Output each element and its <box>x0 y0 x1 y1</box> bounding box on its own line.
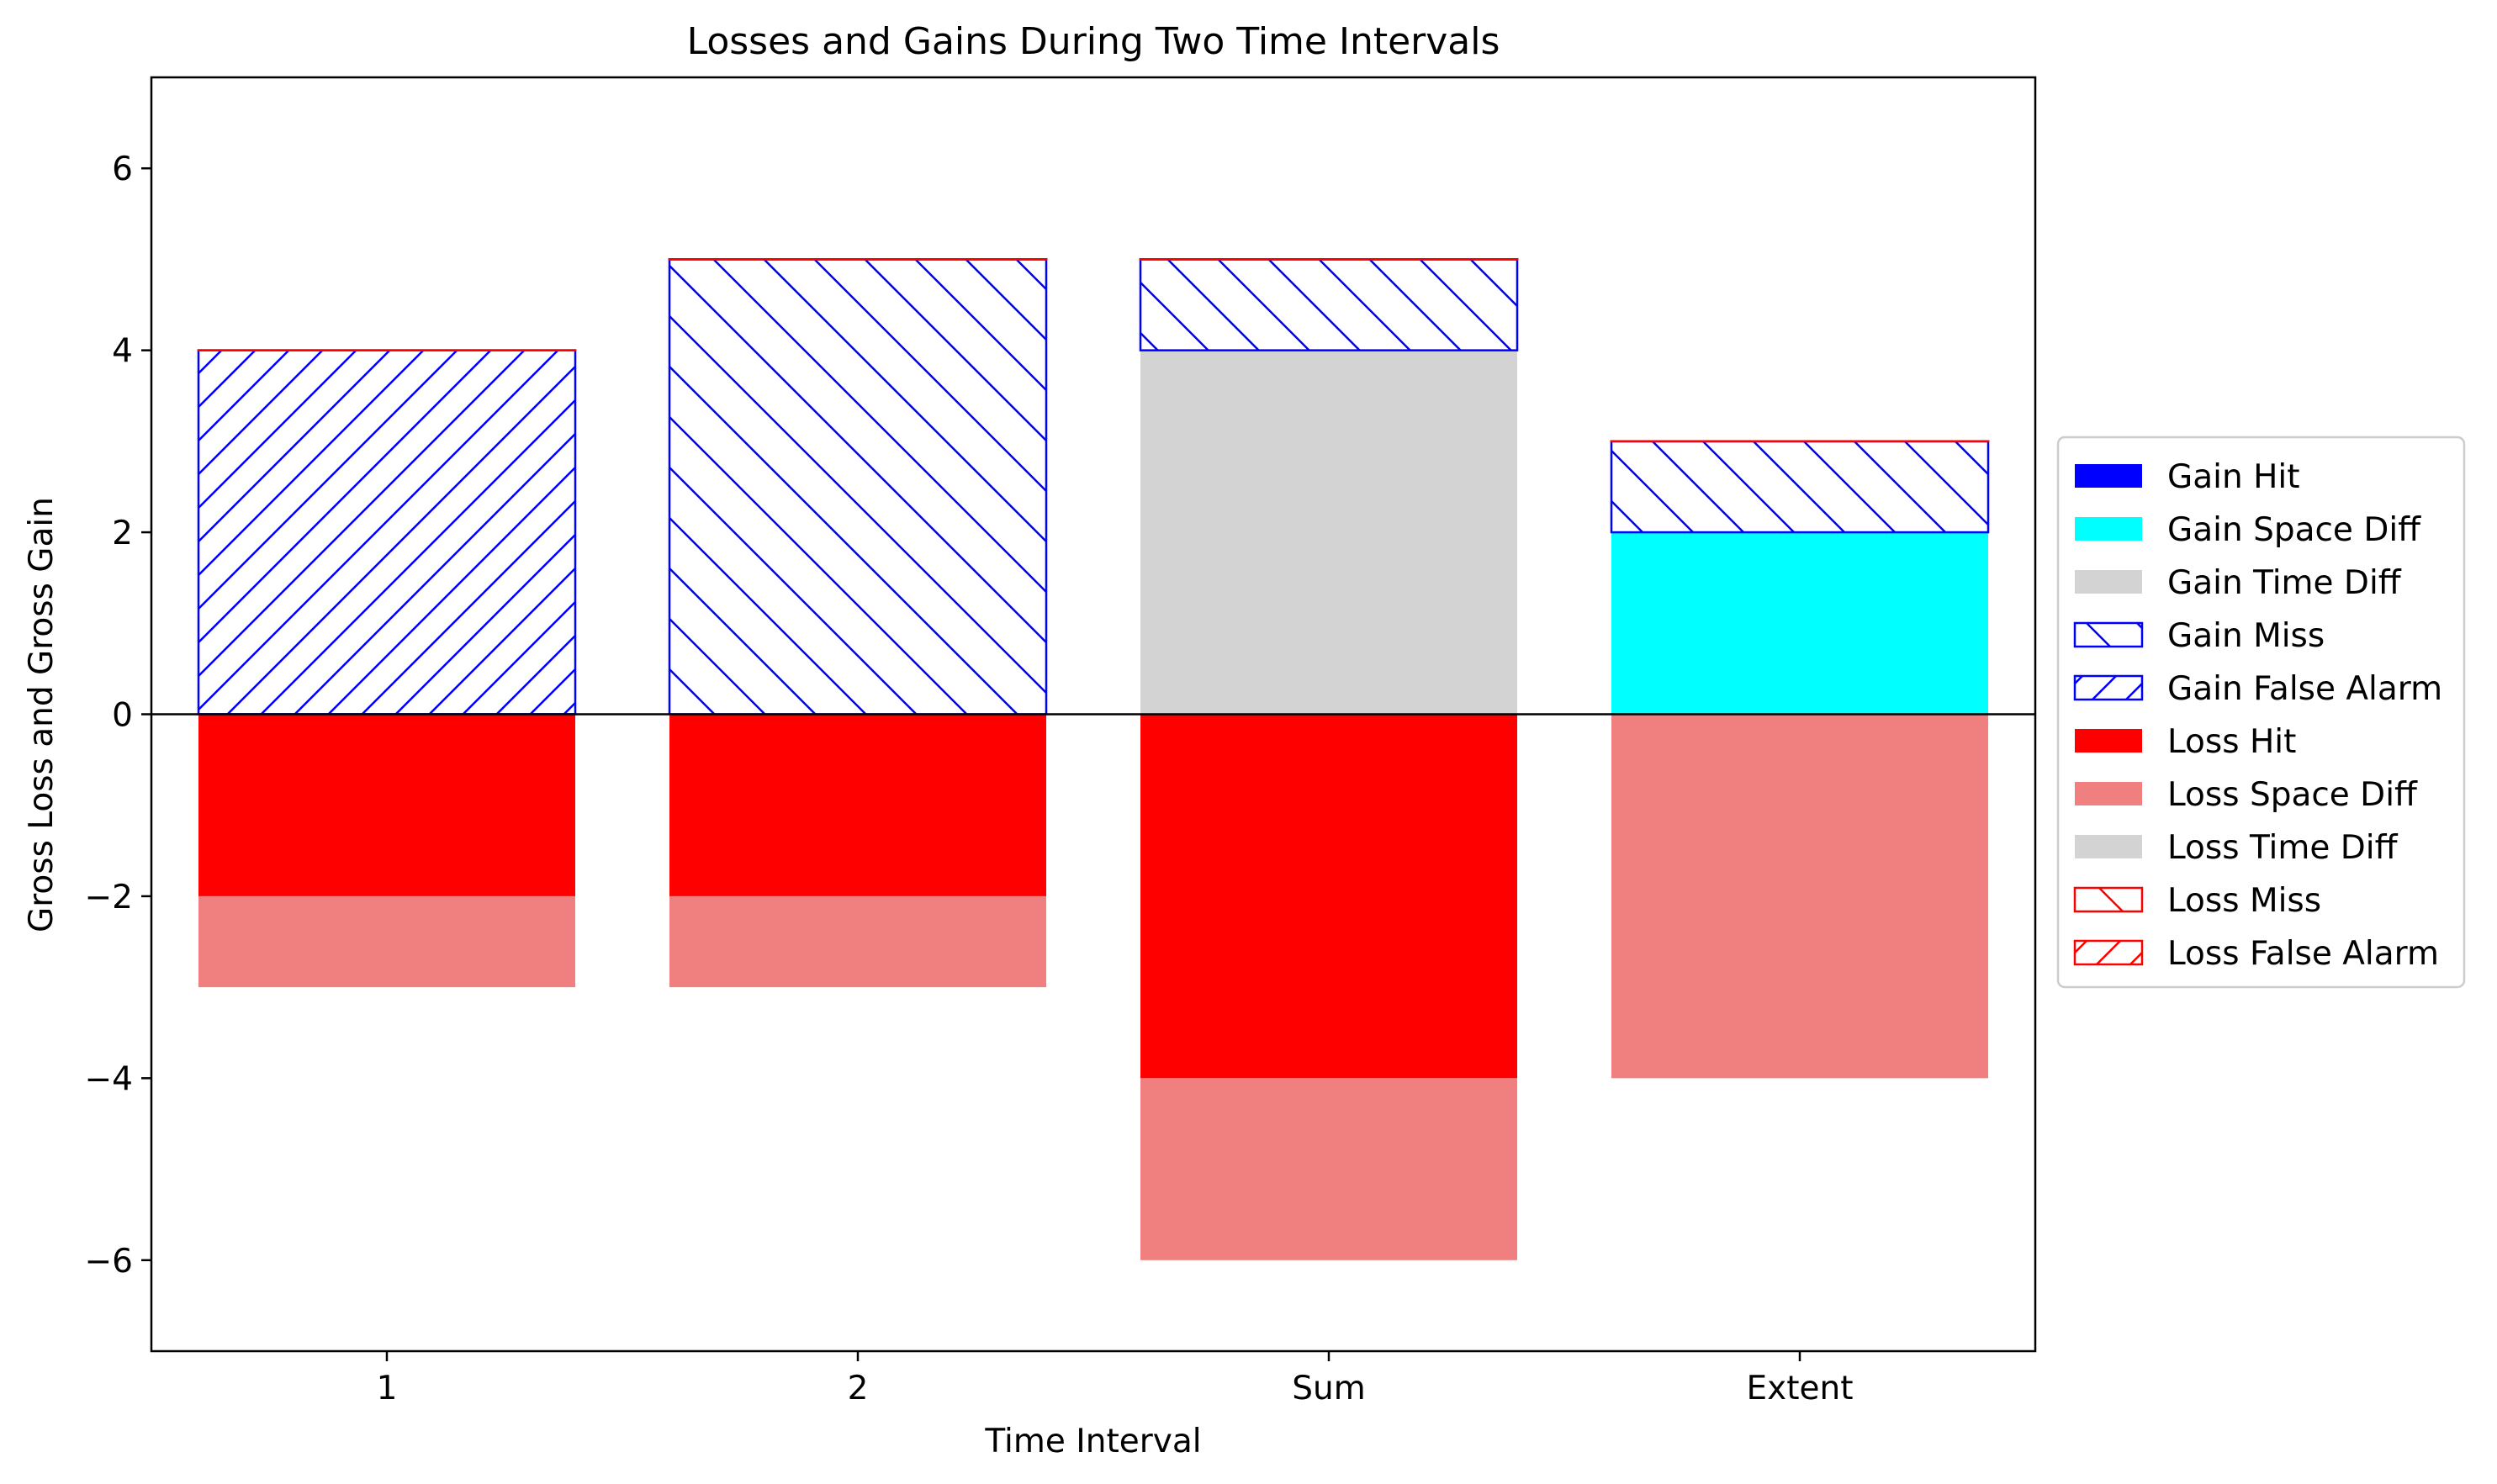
bar-loss-space-diff-sum <box>1140 1078 1517 1260</box>
legend-swatch-gain-miss <box>2073 621 2144 648</box>
bar-loss-hit-2 <box>669 714 1046 896</box>
legend-swatch-gain-false-alarm <box>2073 674 2144 701</box>
legend-label-loss-time-diff: Loss Time Diff <box>2167 829 2399 867</box>
y-tick-label: 0 <box>112 697 133 735</box>
x-tick-label: Sum <box>1292 1370 1365 1407</box>
bar-gain-miss-2 <box>668 258 1048 716</box>
bar-loss-space-diff-1 <box>198 895 575 988</box>
chart-title: Losses and Gains During Two Time Interva… <box>687 20 1500 63</box>
bar-gain-time-diff-sum <box>1140 350 1517 715</box>
bar-gain-false-alarm-1 <box>197 349 577 716</box>
y-tick-label: −6 <box>85 1243 134 1281</box>
legend-label-loss-hit: Loss Hit <box>2167 723 2296 761</box>
legend-label-gain-hit: Gain Hit <box>2167 458 2300 496</box>
x-tick-label: Extent <box>1746 1370 1853 1407</box>
x-axis: 1 2 Sum Extent <box>377 1351 1854 1407</box>
bar-gain-miss-extent <box>1610 440 1990 534</box>
bar-loss-hit-1 <box>198 714 575 896</box>
legend-label-gain-false-alarm: Gain False Alarm <box>2167 670 2442 708</box>
legend-label-loss-miss: Loss Miss <box>2167 882 2321 920</box>
legend-label-loss-space-diff: Loss Space Diff <box>2167 776 2418 814</box>
bar-gain-space-diff-extent <box>1611 532 1988 715</box>
y-tick-label: 6 <box>112 151 133 188</box>
legend-swatch-loss-miss <box>2073 886 2144 913</box>
legend-swatch-loss-false-alarm <box>2073 939 2144 966</box>
legend-swatch-loss-space-diff <box>2075 782 2142 805</box>
bar-gain-miss-sum <box>1139 258 1519 351</box>
legend-label-gain-space-diff: Gain Space Diff <box>2167 511 2421 549</box>
y-axis-label: Gross Loss and Gross Gain <box>23 497 61 932</box>
y-tick-label: 4 <box>112 333 133 371</box>
legend-swatch-gain-hit <box>2075 464 2142 488</box>
plot-frame <box>150 76 2037 1353</box>
x-tick-label: 1 <box>377 1370 398 1407</box>
legend-label-gain-miss: Gain Miss <box>2167 617 2325 655</box>
legend-swatch-loss-hit <box>2075 729 2142 753</box>
y-tick-label: −4 <box>85 1060 134 1098</box>
legend-swatch-loss-time-diff <box>2075 835 2142 858</box>
legend-label-gain-time-diff: Gain Time Diff <box>2167 564 2402 602</box>
y-tick-label: 2 <box>112 515 133 552</box>
legend-label-loss-false-alarm: Loss False Alarm <box>2167 935 2439 973</box>
x-tick-label: 2 <box>848 1370 869 1407</box>
legend-swatch-gain-time-diff <box>2075 570 2142 594</box>
legend-swatch-gain-space-diff <box>2075 517 2142 541</box>
y-axis: −6 −4 −2 0 2 4 6 <box>85 151 151 1281</box>
x-axis-label: Time Interval <box>984 1423 1201 1460</box>
bar-loss-space-diff-extent <box>1611 714 1988 1079</box>
y-tick-label: −2 <box>85 879 134 916</box>
bar-loss-hit-sum <box>1140 714 1517 1079</box>
legend: Gain Hit Gain Space Diff Gain Time Diff Gai… <box>2056 436 2466 989</box>
legend-box <box>2056 436 2466 989</box>
bar-loss-space-diff-2 <box>669 895 1046 988</box>
bars-layer <box>197 258 1990 1260</box>
